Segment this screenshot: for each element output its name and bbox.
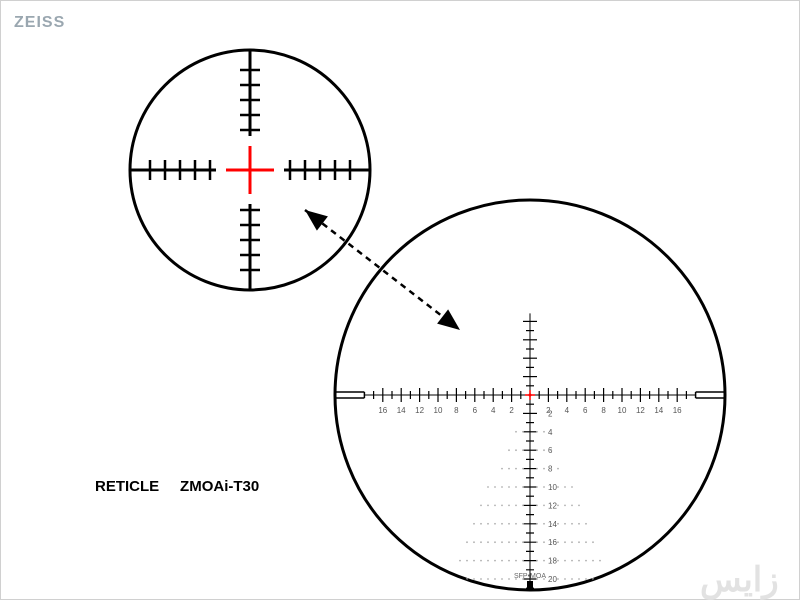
focal-plane-label: SFP•MOA (514, 573, 546, 580)
h-axis-label: 14 (397, 406, 406, 415)
zoom-reticle (125, 45, 375, 295)
main-reticle: 2244668810101212141416162468101214161820… (325, 200, 735, 600)
v-axis-label: 2 (548, 409, 553, 418)
h-axis-label: 8 (454, 406, 459, 415)
h-axis-label: 2 (509, 406, 514, 415)
h-axis-label: 8 (601, 406, 606, 415)
h-axis-label: 14 (654, 406, 663, 415)
v-axis-label: 18 (548, 557, 557, 566)
h-axis-label: 12 (636, 406, 645, 415)
h-axis-label: 16 (673, 406, 682, 415)
v-axis-label: 14 (548, 520, 557, 529)
h-axis-label: 12 (415, 406, 424, 415)
v-axis-label: 16 (548, 538, 557, 547)
h-axis-label: 10 (434, 406, 443, 415)
h-axis-label: 16 (378, 406, 387, 415)
h-axis-label: 10 (618, 406, 627, 415)
v-axis-label: 4 (548, 428, 553, 437)
v-axis-label: 20 (548, 575, 557, 584)
diagram-svg: 2244668810101212141416162468101214161820… (0, 0, 800, 600)
h-axis-label: 4 (491, 406, 496, 415)
zoom-reticle-content (125, 45, 375, 295)
v-axis-label: 12 (548, 501, 557, 510)
h-axis-label: 4 (565, 406, 570, 415)
h-axis-label: 6 (473, 406, 478, 415)
h-axis-label: 6 (583, 406, 588, 415)
v-axis-label: 22 (548, 593, 557, 600)
v-axis-label: 10 (548, 483, 557, 492)
